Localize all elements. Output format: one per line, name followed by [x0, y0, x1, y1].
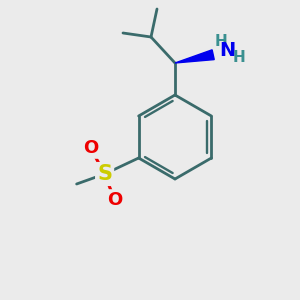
- Polygon shape: [175, 50, 214, 63]
- Text: O: O: [83, 139, 98, 157]
- Text: N: N: [219, 41, 235, 61]
- Text: H: H: [232, 50, 245, 65]
- Text: H: H: [214, 34, 227, 50]
- Text: O: O: [107, 191, 122, 209]
- Text: S: S: [97, 164, 112, 184]
